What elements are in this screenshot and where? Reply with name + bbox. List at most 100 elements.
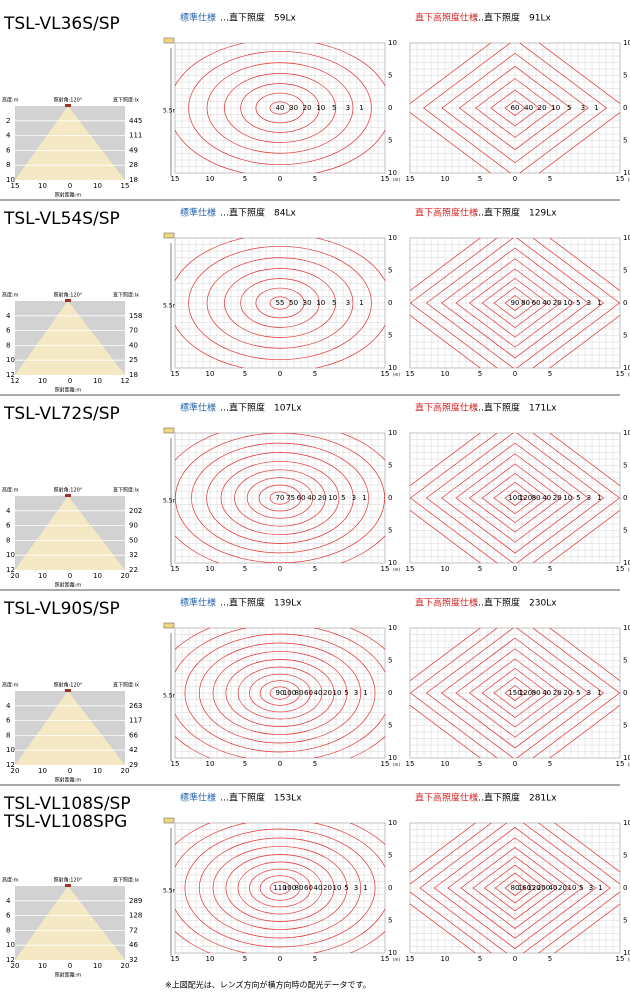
contour [410, 823, 620, 953]
contour-label: 1 [594, 104, 598, 112]
x-tick-label: 10 [441, 175, 450, 183]
x-unit: (m) [393, 567, 400, 572]
x-tick-label: 0 [278, 760, 282, 768]
contour-label: 20 [318, 494, 327, 502]
x-tick-label: 15 [616, 370, 625, 378]
cone-lux-label: 直下照度:lx [113, 877, 139, 884]
contours [410, 433, 620, 563]
contour-label: 70 [276, 494, 285, 502]
x-tick-label: 5 [478, 370, 482, 378]
contour-label: 1 [363, 689, 367, 697]
lamp [65, 884, 71, 887]
contours [175, 433, 385, 563]
x-unit: (m) [628, 762, 630, 767]
x-unit: (m) [393, 177, 400, 182]
cone-lux-label: 直下照度:lx [113, 682, 139, 689]
contour [410, 628, 620, 758]
x-tick-label: 10 [441, 370, 450, 378]
x-tick-label: 15 [616, 760, 625, 768]
contour [198, 642, 362, 744]
lamp-icon [163, 817, 175, 824]
contour-label: 100 [283, 689, 296, 697]
cone-distance-tick: 10 [93, 572, 102, 580]
contour [481, 472, 549, 524]
cone-distance-tick: 20 [121, 962, 130, 970]
x-tick-label: 10 [441, 760, 450, 768]
contour [460, 847, 570, 929]
y-tick-label: 5 [623, 72, 627, 80]
y-tick-label: 5 [623, 722, 627, 730]
contour-label: 1 [597, 689, 601, 697]
cone-lux: 158 [129, 312, 142, 320]
cone-angle-label: 照射角:120° [54, 292, 83, 299]
contour [441, 52, 589, 164]
cone-height: 8 [6, 536, 10, 544]
y-tick-label: 5 [623, 527, 627, 535]
y-tick-label: 5 [388, 267, 392, 275]
y-tick-label: 5 [623, 462, 627, 470]
contour [504, 490, 526, 506]
cone-lux: 42 [129, 746, 138, 754]
contour-label: 1 [598, 884, 602, 892]
y-tick-label: 5 [388, 527, 392, 535]
contour [206, 257, 354, 349]
plot-illuminance: …直下照度 91Lx [475, 12, 551, 24]
contour-label: 5 [332, 104, 336, 112]
cone-light [15, 691, 125, 765]
contour-label: 3 [346, 104, 350, 112]
y-tick-label: 5 [623, 137, 627, 145]
y-tick-label: 10 [388, 39, 397, 47]
plot-spec: 標準仕様 [180, 792, 216, 804]
cone-height: 8 [6, 731, 10, 739]
contour [249, 673, 311, 713]
x-tick-label: 5 [478, 955, 482, 963]
y-tick-label: 10 [623, 819, 630, 827]
cone-lux: 111 [129, 132, 142, 140]
contour-label: 40 [307, 494, 316, 502]
contour-label: 3 [587, 494, 591, 502]
contour [419, 823, 611, 953]
model-name: TSL-VL90S/SP [3, 599, 120, 619]
cone-distance-tick: 10 [38, 767, 47, 775]
contour [441, 247, 589, 359]
x-tick-label: 5 [548, 370, 552, 378]
contour [220, 461, 340, 535]
plot-illuminance: …直下照度 230Lx [475, 597, 557, 609]
cone-height: 4 [6, 702, 11, 710]
cone-lux-label: 直下照度:lx [113, 292, 139, 299]
x-unit: (m) [393, 762, 400, 767]
cone-lux: 49 [129, 146, 138, 154]
model-name: TSL-VL108SPG [3, 812, 127, 832]
cone-light [15, 886, 125, 960]
contour-label: 90 [276, 689, 285, 697]
cone-distance-label: 照射距離:m [55, 972, 82, 979]
contour [447, 837, 583, 939]
contour [493, 481, 537, 515]
cone-angle-label: 照射角:120° [54, 682, 83, 689]
cone-distance-tick: 0 [68, 767, 72, 775]
model-name: TSL-VL54S/SP [3, 209, 120, 229]
cone-height: 8 [6, 341, 10, 349]
contour-label: 40 [276, 104, 285, 112]
cone-height: 10 [6, 176, 15, 184]
cone-distance-tick: 15 [121, 182, 130, 190]
x-tick-label: 15 [171, 955, 180, 963]
contour-label: 110 [273, 884, 286, 892]
y-tick-label: 5 [388, 852, 392, 860]
x-tick-label: 10 [441, 565, 450, 573]
plot-spec: 標準仕様 [180, 207, 216, 219]
y-tick-label: 5 [388, 72, 392, 80]
contour-label: 20 [558, 884, 567, 892]
contour [188, 245, 372, 361]
lamp [65, 299, 71, 302]
contour [255, 287, 305, 319]
cone-lux: 70 [129, 327, 138, 335]
contour-label: 120 [519, 689, 532, 697]
contour-label: 5 [341, 494, 345, 502]
cone-angle-label: 照射角:120° [54, 877, 83, 884]
cone-height-label: 高度:m [2, 487, 19, 494]
contour [225, 659, 335, 727]
contour-label: 3 [352, 494, 356, 502]
lamp-icon [163, 37, 175, 44]
